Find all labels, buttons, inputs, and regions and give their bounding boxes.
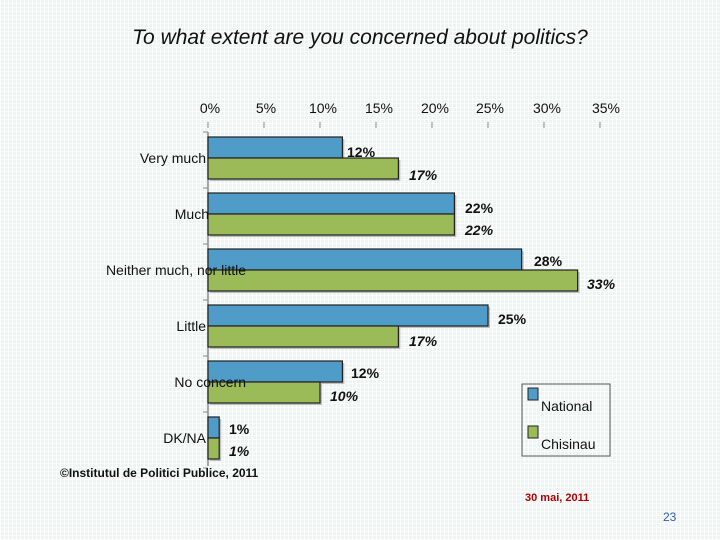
category-label-3: Little xyxy=(176,318,206,334)
page-number: 23 xyxy=(663,510,677,524)
data-label-chisinau-5: 1% xyxy=(229,443,250,459)
x-tick-label-10pct: 10% xyxy=(309,100,337,116)
category-label-0: Very much xyxy=(140,150,206,166)
data-label-national-3: 25% xyxy=(498,311,527,327)
chart-title: To what extent are you concerned about p… xyxy=(132,26,588,49)
category-label-2: Neither much, nor little xyxy=(106,262,246,278)
x-tick-label-20pct: 20% xyxy=(421,100,449,116)
data-label-chisinau-1: 22% xyxy=(464,222,494,238)
bar-chisinau-3 xyxy=(207,325,399,348)
bar-national-0 xyxy=(207,136,343,159)
bar-national-5 xyxy=(207,416,220,439)
bars-group xyxy=(207,136,580,461)
category-label-1: Much xyxy=(175,206,209,222)
x-tick-label-25pct: 25% xyxy=(476,100,504,116)
category-label-5: DK/NA xyxy=(163,430,206,446)
presentation-date: 30 mai, 2011 xyxy=(525,492,590,504)
data-label-national-0: 12% xyxy=(347,144,376,160)
data-label-national-1: 22% xyxy=(465,200,494,216)
x-tick-label-0pct: 0% xyxy=(200,100,220,116)
x-tick-label-15pct: 15% xyxy=(365,100,393,116)
category-labels: Very much Much Neither much, nor little Lit… xyxy=(106,150,246,446)
data-label-chisinau-2: 33% xyxy=(587,276,616,292)
bar-chisinau-1 xyxy=(207,213,455,236)
x-axis-ticks: 0% 5% 10% 15% 20% 25% 30% 35% xyxy=(200,100,620,469)
data-labels: 12% 17% 22% 22% 28% 33% 25% 17% 12% 10% 1% 1% xyxy=(229,144,616,459)
bar-chisinau-5 xyxy=(207,437,220,460)
bar-chisinau-0 xyxy=(207,157,399,180)
legend-label-chisinau: Chisinau xyxy=(541,436,595,452)
data-label-national-4: 12% xyxy=(351,365,380,381)
bar-chisinau-4 xyxy=(207,381,321,404)
legend-swatch-national xyxy=(527,387,539,401)
data-label-national-5: 1% xyxy=(229,421,250,437)
bar-national-2 xyxy=(207,248,523,271)
legend: National Chisinau xyxy=(521,383,611,457)
data-label-national-2: 28% xyxy=(534,253,563,269)
x-tick-label-35pct: 35% xyxy=(592,100,620,116)
category-label-4: No concern xyxy=(174,374,246,390)
data-label-chisinau-4: 10% xyxy=(330,388,359,404)
data-label-chisinau-3: 17% xyxy=(409,333,438,349)
bar-national-3 xyxy=(207,304,489,327)
legend-swatch-chisinau xyxy=(527,425,539,439)
data-label-chisinau-0: 17% xyxy=(409,167,438,183)
legend-label-national: National xyxy=(541,398,592,414)
bar-national-1 xyxy=(207,192,455,215)
x-tick-label-5pct: 5% xyxy=(256,100,276,116)
copyright-credit: ©Institutul de Politici Publice, 2011 xyxy=(60,466,259,480)
x-tick-label-30pct: 30% xyxy=(533,100,561,116)
bar-chisinau-2 xyxy=(207,269,579,292)
